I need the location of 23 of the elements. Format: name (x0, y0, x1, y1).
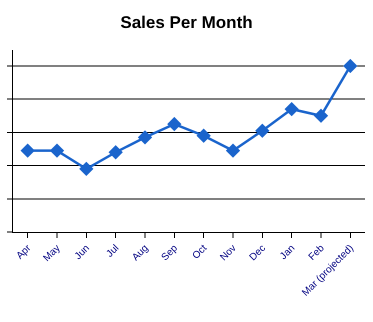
x-tick-label: Nov (218, 242, 239, 264)
x-tick-label: May (42, 242, 63, 264)
x-tick-label: Oct (190, 242, 210, 262)
x-tick-label: Sep (160, 242, 180, 264)
point (255, 124, 270, 138)
point (138, 130, 152, 145)
x-tick-label: Jan (278, 242, 298, 262)
point (343, 58, 358, 74)
point (108, 145, 123, 160)
x-tick-label: Aug (130, 242, 151, 264)
point (167, 116, 182, 132)
point (314, 108, 328, 123)
point (284, 102, 299, 116)
point (20, 144, 35, 158)
x-tick-label: Jul (104, 242, 122, 260)
point (196, 128, 211, 143)
x-tick-label: Apr (14, 242, 34, 262)
point (226, 144, 240, 158)
x-tick-label: Jun (72, 242, 92, 262)
chart-title: Sales Per Month (120, 13, 253, 32)
point (79, 162, 94, 176)
x-tick-label: Dec (248, 242, 268, 264)
point (50, 144, 64, 158)
